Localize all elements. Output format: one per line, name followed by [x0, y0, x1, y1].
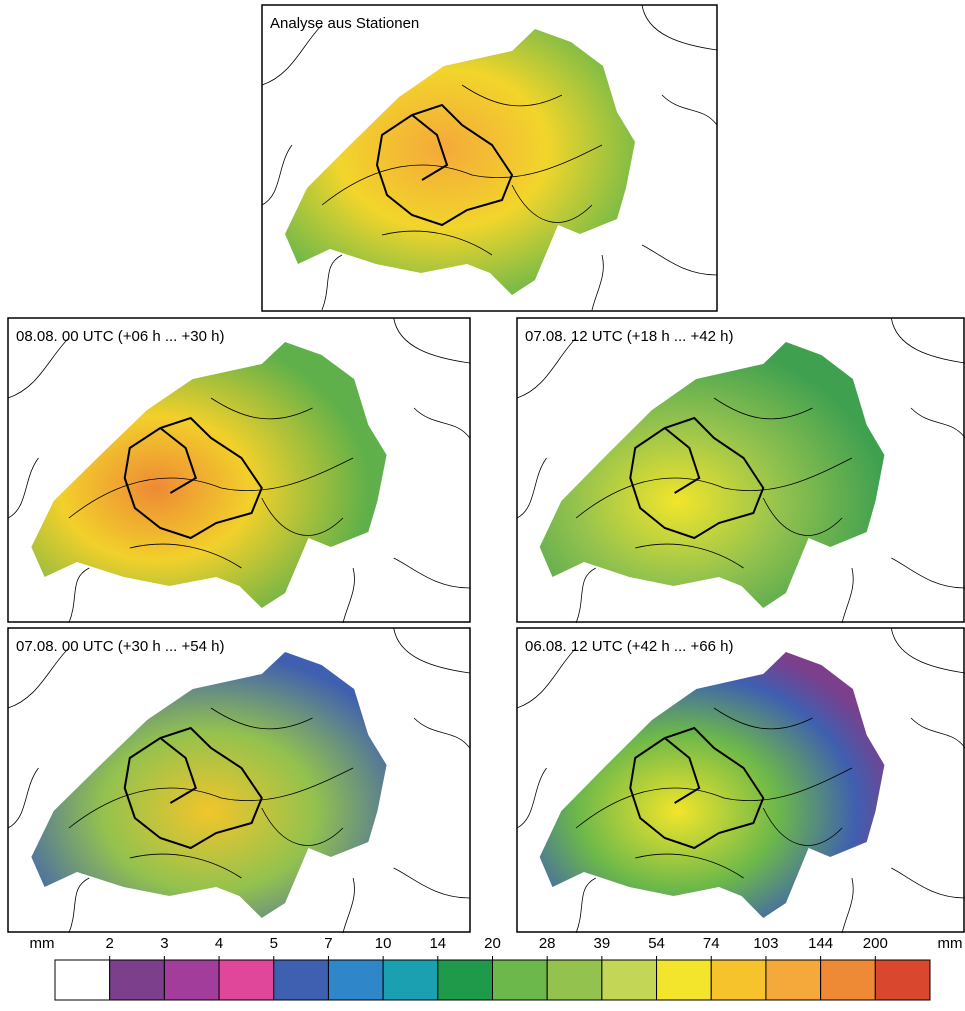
colorbar-cell: [656, 959, 712, 1001]
map-panel: Analyse aus Stationen: [261, 4, 718, 312]
colorbar-cell: [710, 959, 767, 1001]
colorbar-cell: [492, 959, 548, 1001]
colorbar-cell: [546, 959, 603, 1001]
panel-title: Analyse aus Stationen: [270, 15, 419, 32]
colorbar-tick-label: 39: [594, 935, 611, 952]
map-panel: 06.08. 12 UTC (+42 h ... +66 h): [516, 627, 965, 934]
colorbar-cell: [273, 959, 329, 1001]
colorbar-unit: mm: [30, 935, 55, 952]
colorbar-cell: [437, 959, 493, 1001]
panel-title: 06.08. 12 UTC (+42 h ... +66 h): [525, 638, 733, 655]
map-panel: 08.08. 00 UTC (+06 h ... +30 h): [6, 316, 471, 625]
colorbar-tick-label: 54: [648, 935, 665, 952]
panel-title: 08.08. 00 UTC (+06 h ... +30 h): [16, 328, 224, 345]
colorbar-cell: [874, 959, 931, 1001]
colorbar-cell: [601, 959, 658, 1001]
map-panel: 07.08. 00 UTC (+30 h ... +54 h): [6, 626, 471, 935]
colorbar-tick-label: 5: [270, 935, 278, 952]
colorbar-tick-label: 4: [215, 935, 223, 952]
colorbar-tick-label: 20: [484, 935, 501, 952]
colorbar-tick-label: 3: [160, 935, 168, 952]
colorbar-cell: [382, 959, 439, 1001]
colorbar-tick-label: 200: [863, 935, 888, 952]
colorbar-cell: [109, 959, 165, 1001]
colorbar-tick-label: 2: [106, 935, 114, 952]
colorbar-tick-label: 7: [324, 935, 332, 952]
colorbar-tick-label: 28: [539, 935, 556, 952]
colorbar-unit: mm: [938, 935, 963, 952]
panel-title: 07.08. 12 UTC (+18 h ... +42 h): [525, 328, 733, 345]
colorbar-cell: [218, 959, 275, 1001]
colorbar-cell: [327, 959, 384, 1001]
colorbar-tick-label: 10: [375, 935, 392, 952]
colorbar-tick-label: 14: [429, 935, 446, 952]
colorbar-tick-label: 144: [808, 935, 833, 952]
colorbar-cell: [765, 959, 822, 1001]
panel-title: 07.08. 00 UTC (+30 h ... +54 h): [16, 638, 224, 655]
colorbar-cell: [54, 959, 111, 1001]
colorbar-tick-label: 103: [753, 935, 778, 952]
colorbar-tick-label: 74: [703, 935, 720, 952]
colorbar-cell: [163, 959, 220, 1001]
map-panel: 07.08. 12 UTC (+18 h ... +42 h): [516, 317, 965, 624]
colorbar-cell: [820, 959, 876, 1001]
colorbar: mm mm 2 3 4 5 7 10 14 20 28 39 54 74 103 144 200: [30, 935, 963, 1001]
